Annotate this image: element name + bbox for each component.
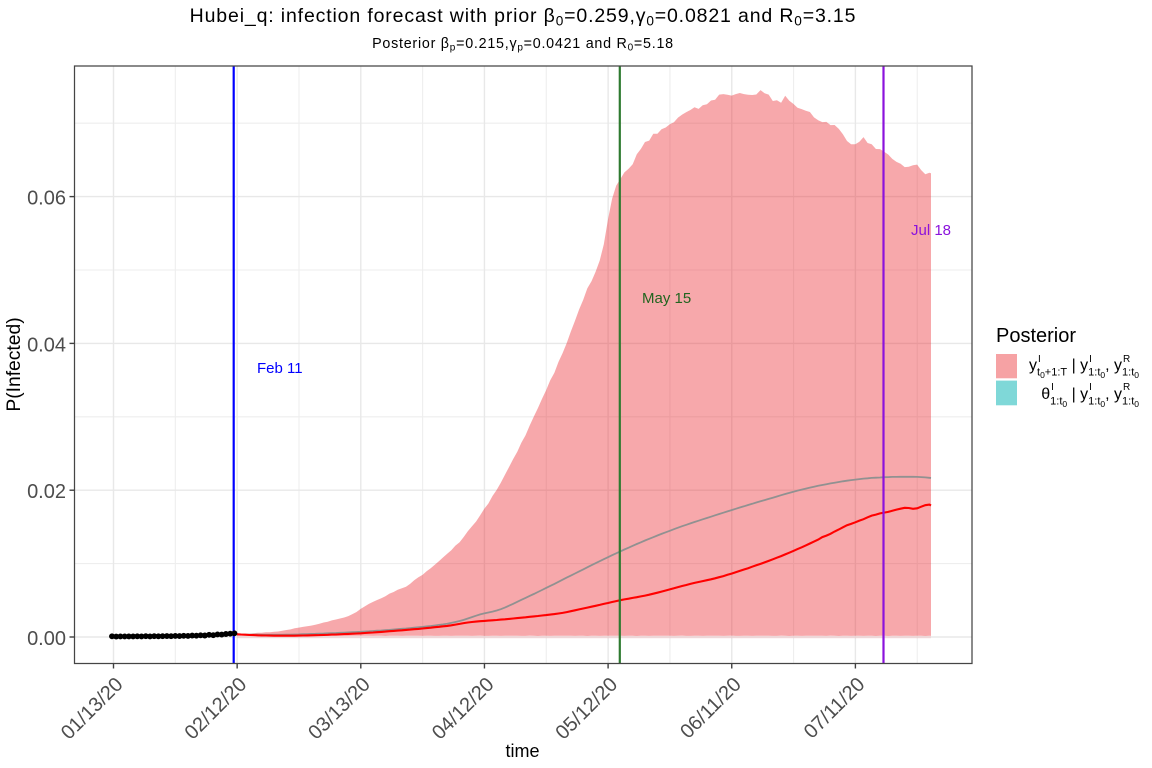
svg-text:P(Infected): P(Infected) [4,317,25,411]
svg-text:time: time [505,741,539,761]
svg-text:0.02: 0.02 [27,481,66,503]
svg-text:0.04: 0.04 [27,334,66,356]
svg-text:0.06: 0.06 [27,188,66,210]
svg-text:0.00: 0.00 [27,628,66,650]
